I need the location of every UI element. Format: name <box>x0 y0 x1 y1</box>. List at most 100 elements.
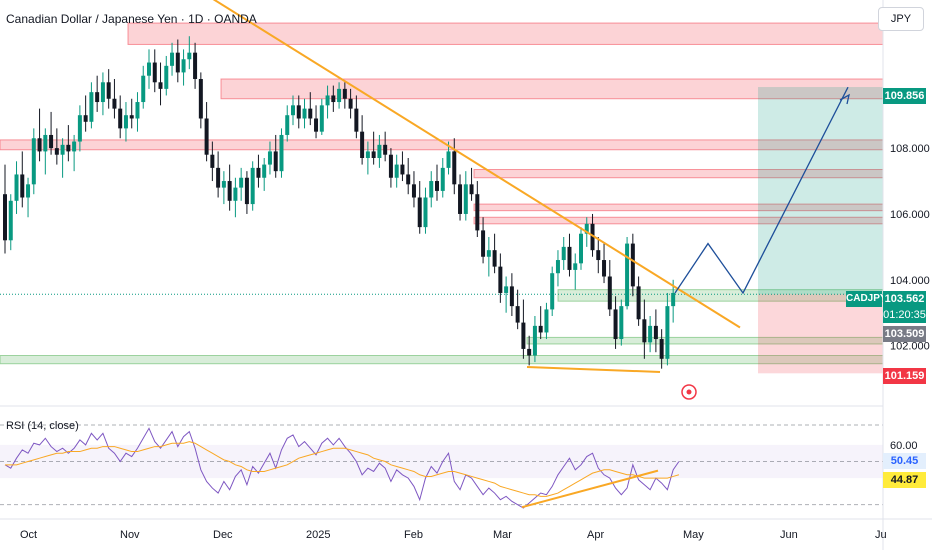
bar-countdown-tag: 01:20:35 <box>883 307 926 323</box>
candle-body <box>331 95 336 103</box>
candle-body <box>3 194 7 241</box>
candle-body <box>337 88 342 103</box>
candle-body <box>446 151 451 168</box>
candle-body <box>354 108 359 132</box>
candle-body <box>613 309 618 340</box>
candle-body <box>221 181 226 188</box>
candle-body <box>302 108 307 119</box>
candle-body <box>642 319 647 343</box>
event-marker-dot <box>686 389 692 395</box>
price-tick-label: 102.000 <box>890 341 930 353</box>
candle-body <box>630 243 635 287</box>
candle-body <box>20 174 25 198</box>
candle-body <box>458 184 463 214</box>
time-tick-label: Mar <box>493 529 512 541</box>
candle-body <box>170 52 175 66</box>
candle-body <box>619 306 624 340</box>
candle-body <box>49 134 54 149</box>
support-trendline <box>526 366 661 373</box>
price-tick-label: 104.000 <box>890 275 930 287</box>
candle-body <box>43 134 48 152</box>
candle-body <box>31 138 36 185</box>
rsi-layer <box>0 405 883 509</box>
candle-body <box>653 325 658 340</box>
time-tick-label: Ju <box>875 529 887 541</box>
candle-body <box>66 144 71 152</box>
candle-body <box>648 325 653 343</box>
candle-body <box>187 52 192 60</box>
candle-body <box>394 164 399 178</box>
candle-body <box>602 260 607 277</box>
candle-body <box>596 250 601 261</box>
candle-body <box>37 138 42 152</box>
candle-body <box>584 223 589 234</box>
candle-body <box>475 194 480 231</box>
candle-body <box>123 115 128 129</box>
candle-body <box>388 154 393 178</box>
candle-body <box>383 144 388 155</box>
time-tick-label: Feb <box>404 529 423 541</box>
candle-body <box>411 184 416 198</box>
candle-body <box>129 115 134 119</box>
candle-body <box>118 108 123 129</box>
candle-body <box>365 151 370 158</box>
candle-body <box>239 177 244 188</box>
candle-body <box>26 184 31 198</box>
candle-body <box>135 102 140 119</box>
symbol-tag: CADJPY <box>846 291 887 307</box>
candle-body <box>607 276 612 310</box>
candle-body <box>72 141 77 152</box>
candle-body <box>492 250 497 267</box>
time-tick-label: May <box>683 529 704 541</box>
rsi-ma-line <box>5 441 680 497</box>
candle-body <box>636 286 641 320</box>
candle-body <box>233 187 238 201</box>
candle-body <box>227 181 232 201</box>
candle-body <box>95 92 100 103</box>
candle-body <box>342 88 347 99</box>
candle-body <box>296 105 301 119</box>
candle-body <box>371 151 376 158</box>
candles-layer <box>3 36 676 369</box>
candle-body <box>498 266 503 293</box>
currency-button[interactable]: JPY <box>878 7 924 31</box>
candle-body <box>429 181 434 198</box>
time-tick-label: Nov <box>120 529 140 541</box>
rsi-value-tag: 50.45 <box>883 453 926 469</box>
rsi-ma-tag: 44.87 <box>883 472 926 488</box>
candle-body <box>273 151 278 172</box>
drawings-layer <box>212 0 850 400</box>
candle-body <box>527 348 532 356</box>
candle-body <box>550 273 555 310</box>
candle-body <box>8 200 13 241</box>
zones-layer <box>0 22 884 374</box>
resistance-zone-1 <box>127 22 884 45</box>
rsi-indicator-label[interactable]: RSI (14, close) <box>6 420 79 432</box>
candle-body <box>659 339 664 359</box>
candle-body <box>279 134 284 172</box>
candle-body <box>285 115 290 135</box>
time-tick-label: Apr <box>587 529 604 541</box>
candle-body <box>544 309 549 333</box>
candle-body <box>671 292 676 307</box>
candle-body <box>83 115 88 122</box>
candle-body <box>452 151 457 185</box>
rsi-tick-label: 60.00 <box>890 440 918 452</box>
candle-body <box>193 52 198 79</box>
candle-body <box>377 144 382 158</box>
candle-body <box>100 82 105 103</box>
price-tick-label: 108.000 <box>890 143 930 155</box>
candle-body <box>360 131 365 158</box>
candle-body <box>14 174 19 201</box>
candle-body <box>567 246 572 270</box>
candle-body <box>256 167 261 178</box>
candle-body <box>204 118 209 155</box>
candle-body <box>538 325 543 333</box>
candle-body <box>440 167 445 191</box>
candle-body <box>481 230 486 257</box>
candle-body <box>532 325 537 356</box>
time-tick-label: Jun <box>780 529 798 541</box>
